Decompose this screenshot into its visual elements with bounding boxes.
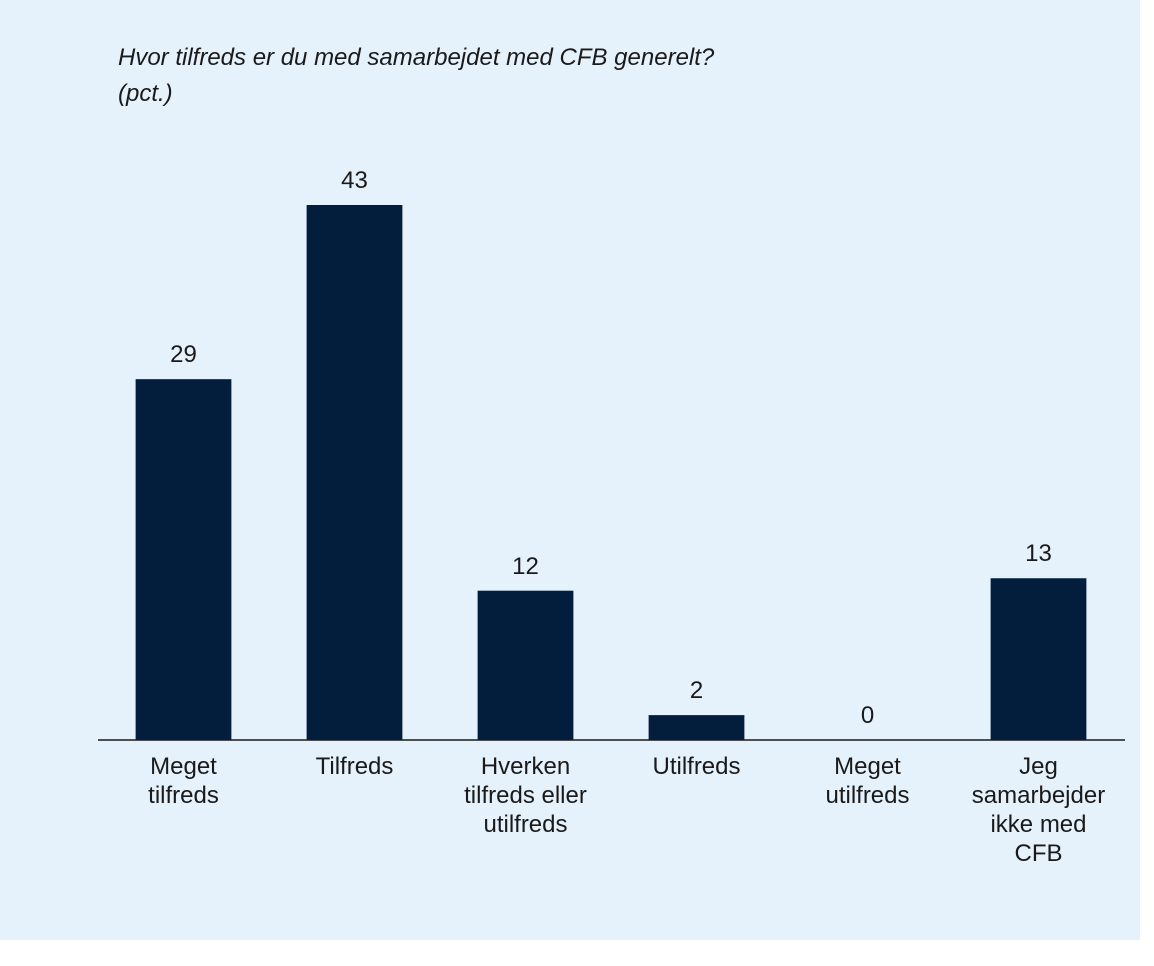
bar bbox=[477, 590, 574, 740]
value-label: 2 bbox=[689, 677, 704, 705]
bar bbox=[306, 205, 403, 740]
x-tick-label: Tilfreds bbox=[315, 753, 394, 780]
x-tick-label: Jeg samarbejder ikke med CFB bbox=[971, 753, 1106, 867]
bar bbox=[990, 578, 1087, 740]
x-tick-label: Meget utilfreds bbox=[825, 753, 910, 809]
bar bbox=[648, 715, 745, 740]
value-label: 0 bbox=[860, 702, 875, 729]
chart-title: Hvor tilfreds er du med samarbejdet med … bbox=[118, 44, 715, 107]
value-label: 43 bbox=[341, 167, 368, 194]
x-tick-label: Hverken tilfreds eller utilfreds bbox=[464, 753, 587, 838]
chart bbox=[98, 205, 1125, 741]
value-label: 29 bbox=[170, 341, 197, 369]
value-label: 13 bbox=[1025, 540, 1052, 568]
x-tick-label: Meget tilfreds bbox=[148, 753, 219, 809]
chart-panel: Hvor tilfreds er du med samarbejdet med … bbox=[0, 0, 1140, 940]
bar bbox=[135, 379, 232, 740]
value-label: 12 bbox=[512, 552, 539, 580]
x-tick-label: Utilfreds bbox=[652, 753, 741, 780]
